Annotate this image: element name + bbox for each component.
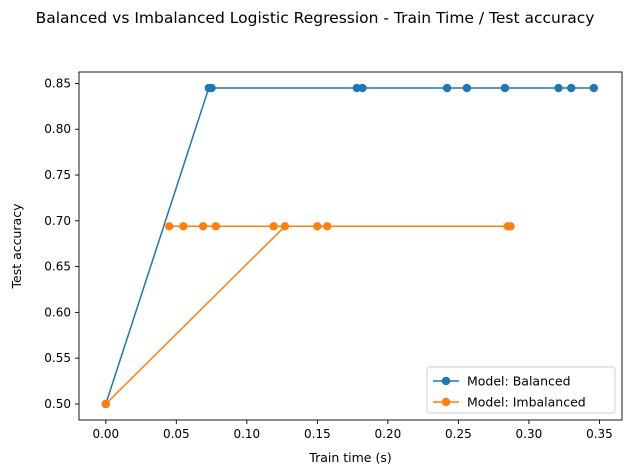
data-point [442,83,452,93]
y-axis-ticks: 0.50 0.55 0.60 0.65 0.70 0.75 0.80 0.85 [44,76,79,411]
series-1 [101,83,598,409]
data-point [165,222,174,231]
x-tick-label: 0.25 [445,427,472,441]
y-tick-label: 0.65 [44,260,71,274]
series-line [105,87,594,405]
x-tick-label: 0.35 [586,427,613,441]
x-tick-label: 0.00 [92,427,119,441]
legend-label: Model: Imbalanced [467,395,586,410]
x-tick-label: 0.15 [304,427,331,441]
legend: Model: Balanced Model: Imbalanced [426,366,616,414]
y-tick-label: 0.60 [44,305,71,319]
data-point [211,222,221,231]
data-point [358,83,367,93]
legend-frame [426,366,616,414]
x-axis-ticks: 0.00 0.05 0.10 0.15 0.20 0.25 0.30 0.35 [92,420,613,441]
series-2 [101,222,515,409]
x-tick-label: 0.05 [163,427,190,441]
data-point [179,222,188,231]
x-axis-label: Train time (s) [308,450,391,465]
y-tick-label: 0.80 [44,122,71,136]
data-point [589,83,598,93]
data-point [554,83,563,93]
legend-marker [441,376,451,386]
y-tick-label: 0.50 [44,397,71,411]
data-point [506,222,515,231]
x-tick-label: 0.30 [516,427,543,441]
plot-area: 0.00 0.05 0.10 0.15 0.20 0.25 0.30 0.35 0.500.5… [44,71,623,441]
data-point [313,222,322,231]
y-tick-label: 0.70 [44,214,71,228]
data-point [462,83,472,93]
data-point [101,399,110,409]
legend-marker [441,397,451,407]
legend-label: Model: Balanced [467,374,571,389]
chart-title: Balanced vs Imbalanced Logistic Regressi… [36,9,595,27]
data-point [207,83,216,93]
data-point [280,222,290,231]
data-point [323,222,332,231]
data-point [500,83,510,93]
data-point [269,222,278,231]
y-tick-label: 0.75 [44,168,71,182]
y-tick-label: 0.55 [44,351,71,365]
axes-frame [78,71,623,421]
data-point [567,83,576,93]
y-axis-label: Test accuracy [9,203,24,290]
x-tick-label: 0.20 [375,427,402,441]
x-tick-label: 0.10 [233,427,260,441]
y-tick-label: 0.85 [44,76,71,90]
data-point [198,222,208,231]
series-layer [101,83,598,409]
